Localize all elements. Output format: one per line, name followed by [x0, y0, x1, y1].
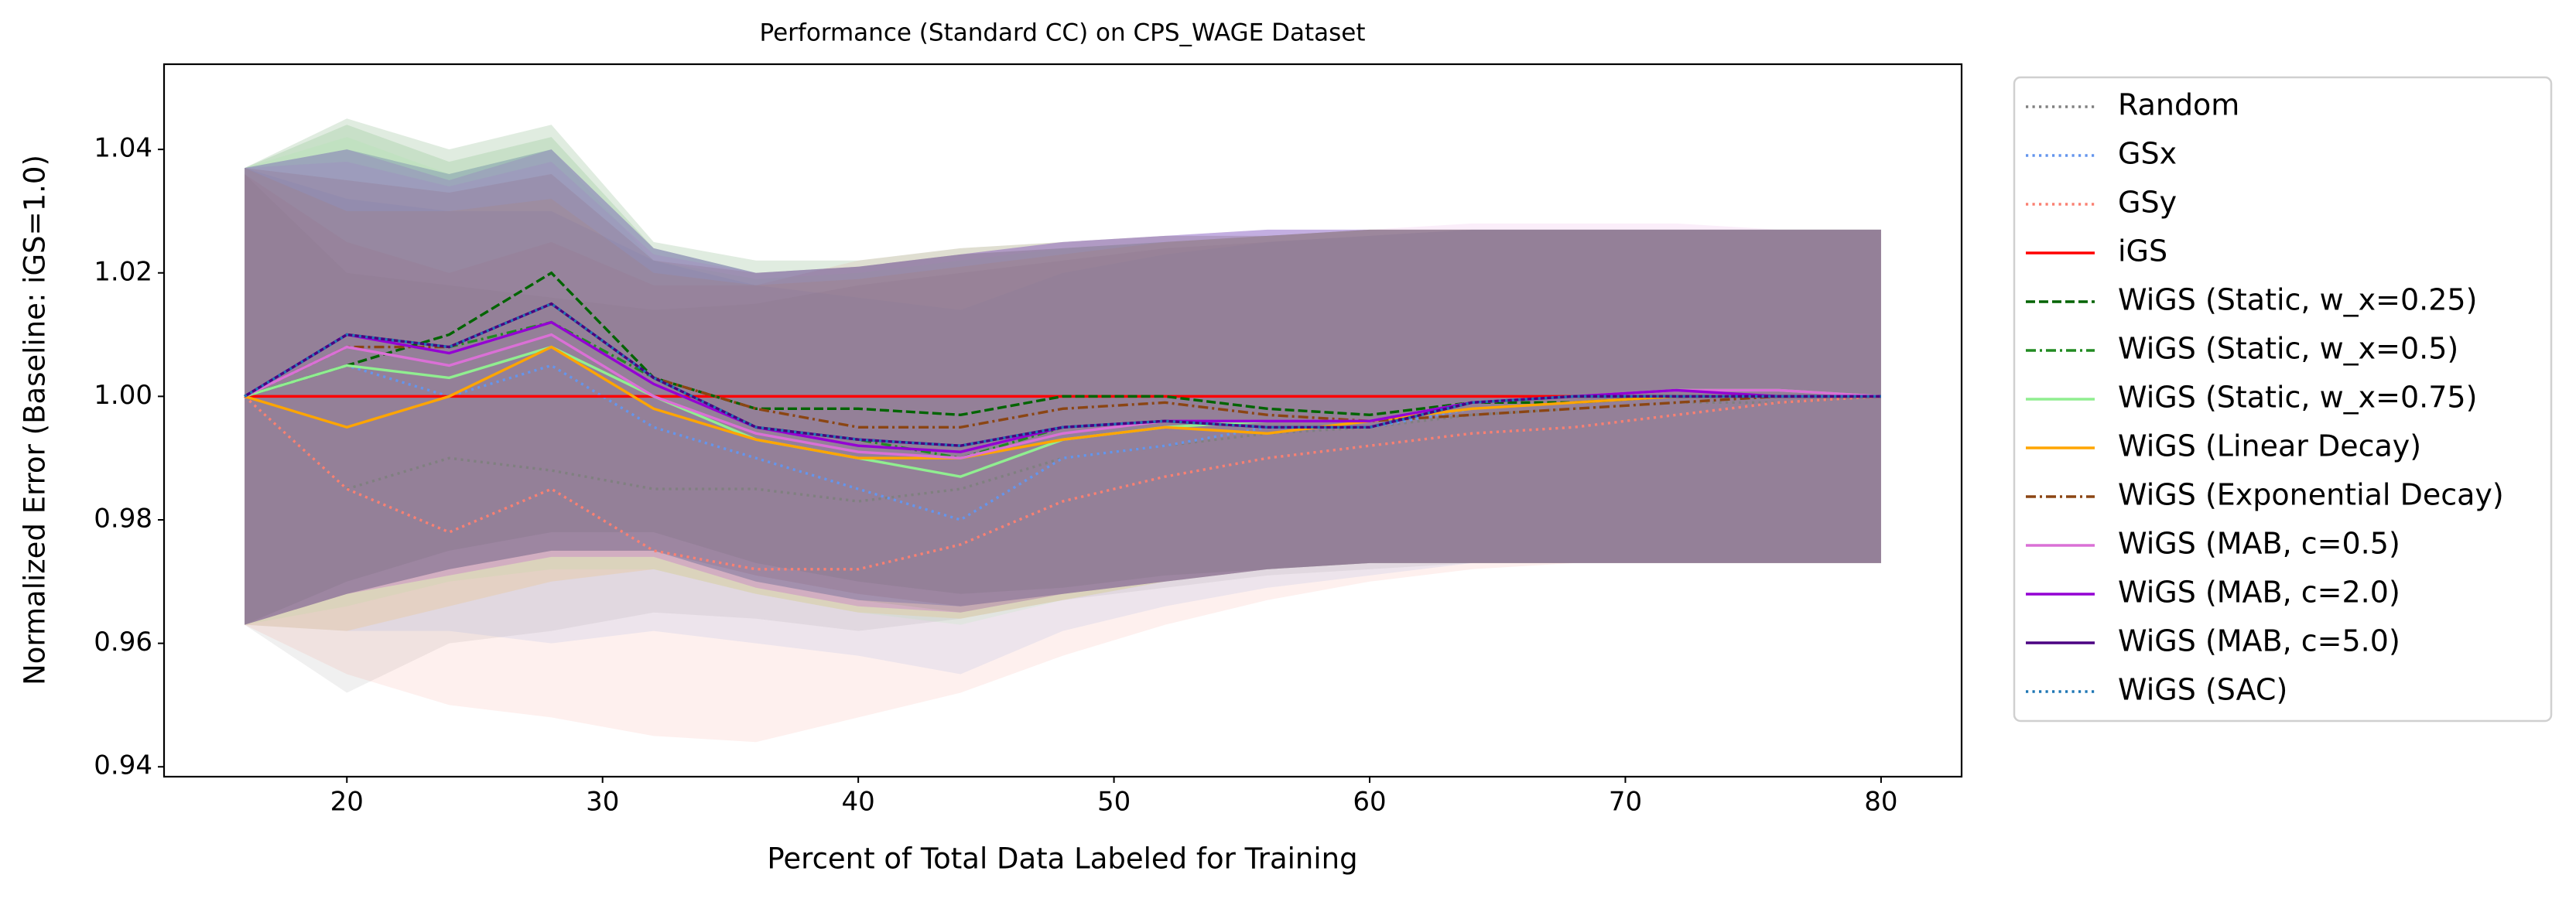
plot-frame — [162, 63, 1963, 778]
legend-label: WiGS (MAB, c=2.0) — [2118, 576, 2400, 610]
legend-label: GSx — [2118, 137, 2177, 171]
x-tick-label: 50 — [1097, 787, 1131, 818]
confidence-band — [245, 137, 1881, 625]
y-tick-label: 0.96 — [94, 627, 152, 658]
y-axis-label: Normalized Error (Baseline: iGS=1.0) — [19, 155, 52, 685]
legend-label: WiGS (MAB, c=0.5) — [2118, 527, 2400, 561]
confidence-band — [245, 168, 1881, 631]
x-tick-label: 70 — [1609, 787, 1642, 818]
confidence-band — [245, 118, 1881, 625]
x-tick-label: 20 — [330, 787, 364, 818]
x-tick-label: 30 — [586, 787, 619, 818]
legend-box — [2013, 76, 2553, 723]
confidence-band — [245, 174, 1881, 743]
confidence-band — [245, 168, 1881, 675]
series-line — [244, 364, 1881, 521]
series-line — [244, 302, 1881, 447]
legend-label: WiGS (Static, w_x=0.25) — [2118, 283, 2477, 317]
y-tick-label: 1.00 — [94, 380, 152, 411]
legend-label: WiGS (Exponential Decay) — [2118, 478, 2504, 512]
y-tick-label: 0.94 — [94, 750, 152, 781]
confidence-band — [245, 125, 1881, 625]
series-line — [243, 395, 1882, 571]
legend-label: WiGS (SAC) — [2118, 673, 2287, 707]
legend-label: WiGS (MAB, c=5.0) — [2118, 624, 2400, 658]
legend-label: iGS — [2118, 234, 2167, 268]
legend-label: WiGS (Linear Decay) — [2118, 429, 2421, 463]
legend-label: WiGS (Static, w_x=0.5) — [2118, 332, 2458, 366]
y-tick-label: 1.02 — [94, 256, 152, 287]
x-tick-label: 40 — [842, 787, 875, 818]
confidence-band — [245, 149, 1881, 625]
confidence-band — [245, 149, 1881, 625]
y-tick-label: 0.98 — [94, 503, 152, 534]
legend-label: WiGS (Static, w_x=0.75) — [2118, 381, 2477, 415]
x-tick-label: 80 — [1864, 787, 1897, 818]
x-axis-label: Percent of Total Data Labeled for Traini… — [767, 842, 1357, 876]
legend-label: Random — [2118, 88, 2239, 122]
legend-label: GSy — [2118, 186, 2177, 220]
confidence-band — [245, 162, 1881, 625]
series-line — [244, 345, 1881, 460]
x-tick-label: 60 — [1353, 787, 1386, 818]
confidence-band — [245, 149, 1881, 625]
y-tick-label: 1.04 — [94, 133, 152, 164]
chart-title: Performance (Standard CC) on CPS_WAGE Da… — [760, 19, 1366, 47]
